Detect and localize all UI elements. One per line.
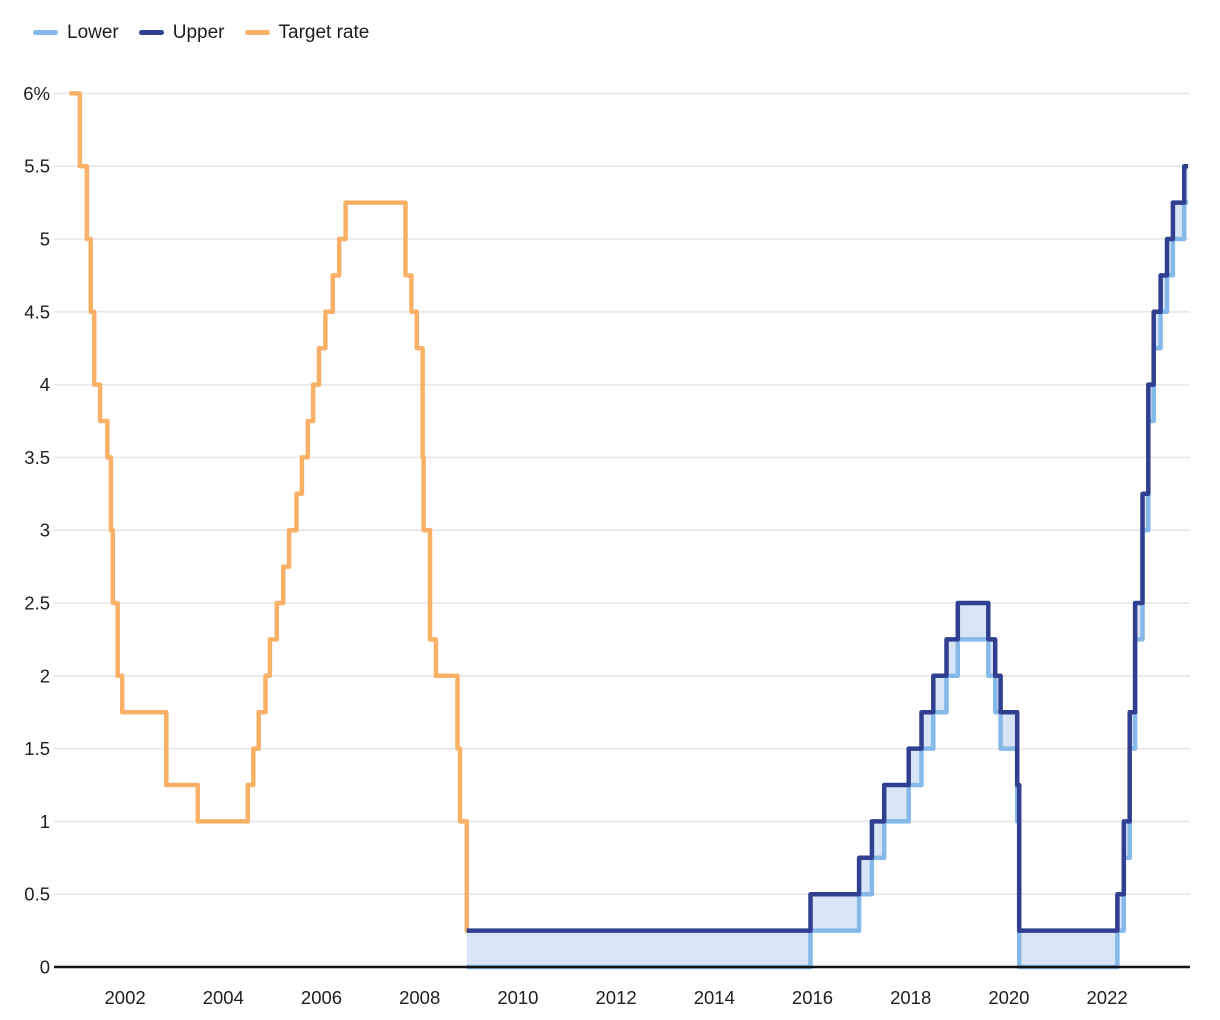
legend-label-target-rate: Target rate: [278, 22, 370, 43]
x-axis-label: 2016: [792, 987, 833, 1008]
y-axis-label: 2: [40, 665, 50, 686]
y-axis-label: 2.5: [24, 593, 50, 614]
y-axis-label: 0: [40, 957, 50, 978]
x-axis-label: 2008: [399, 987, 440, 1008]
legend-swatch-upper-icon: [138, 30, 164, 35]
y-axis-label: 0.5: [24, 884, 50, 905]
upper-line: [466, 163, 1189, 933]
legend-item-target-rate: Target rate: [244, 22, 370, 43]
legend-item-lower: Lower: [33, 22, 119, 43]
target-rate-line: [68, 91, 470, 933]
x-axis-label: 2018: [890, 987, 931, 1008]
x-axis-label: 2006: [301, 987, 342, 1008]
x-axis-label: 2010: [497, 987, 538, 1008]
legend-swatch-lower-icon: [33, 30, 58, 35]
y-axis-label: 5: [40, 229, 50, 250]
y-axis-label: 4: [40, 374, 50, 395]
legend-swatch-target-rate-icon: [244, 30, 270, 35]
y-axis-label: 4.5: [24, 301, 50, 322]
x-axis-label: 2012: [596, 987, 637, 1008]
x-axis-label: 2004: [203, 987, 244, 1008]
y-axis-label: 6%: [23, 83, 50, 104]
x-axis-label: 2002: [105, 987, 146, 1008]
y-axis-label: 3: [40, 520, 50, 541]
y-axis-label: 1: [40, 811, 50, 832]
x-axis-label: 2014: [694, 987, 735, 1008]
legend-item-upper: Upper: [138, 22, 225, 43]
x-axis-label: 2020: [988, 987, 1029, 1008]
y-axis-label: 5.5: [24, 156, 50, 177]
legend-label-lower: Lower: [67, 22, 119, 43]
x-axis-label: 2022: [1087, 987, 1128, 1008]
y-axis-label: 3.5: [24, 447, 50, 468]
y-axis-label: 1.5: [24, 738, 50, 759]
legend-label-upper: Upper: [172, 22, 225, 43]
lower-line: [466, 200, 1189, 970]
legend: Lower Upper Target rate: [33, 22, 369, 43]
rate-band-fill: [466, 166, 1189, 967]
